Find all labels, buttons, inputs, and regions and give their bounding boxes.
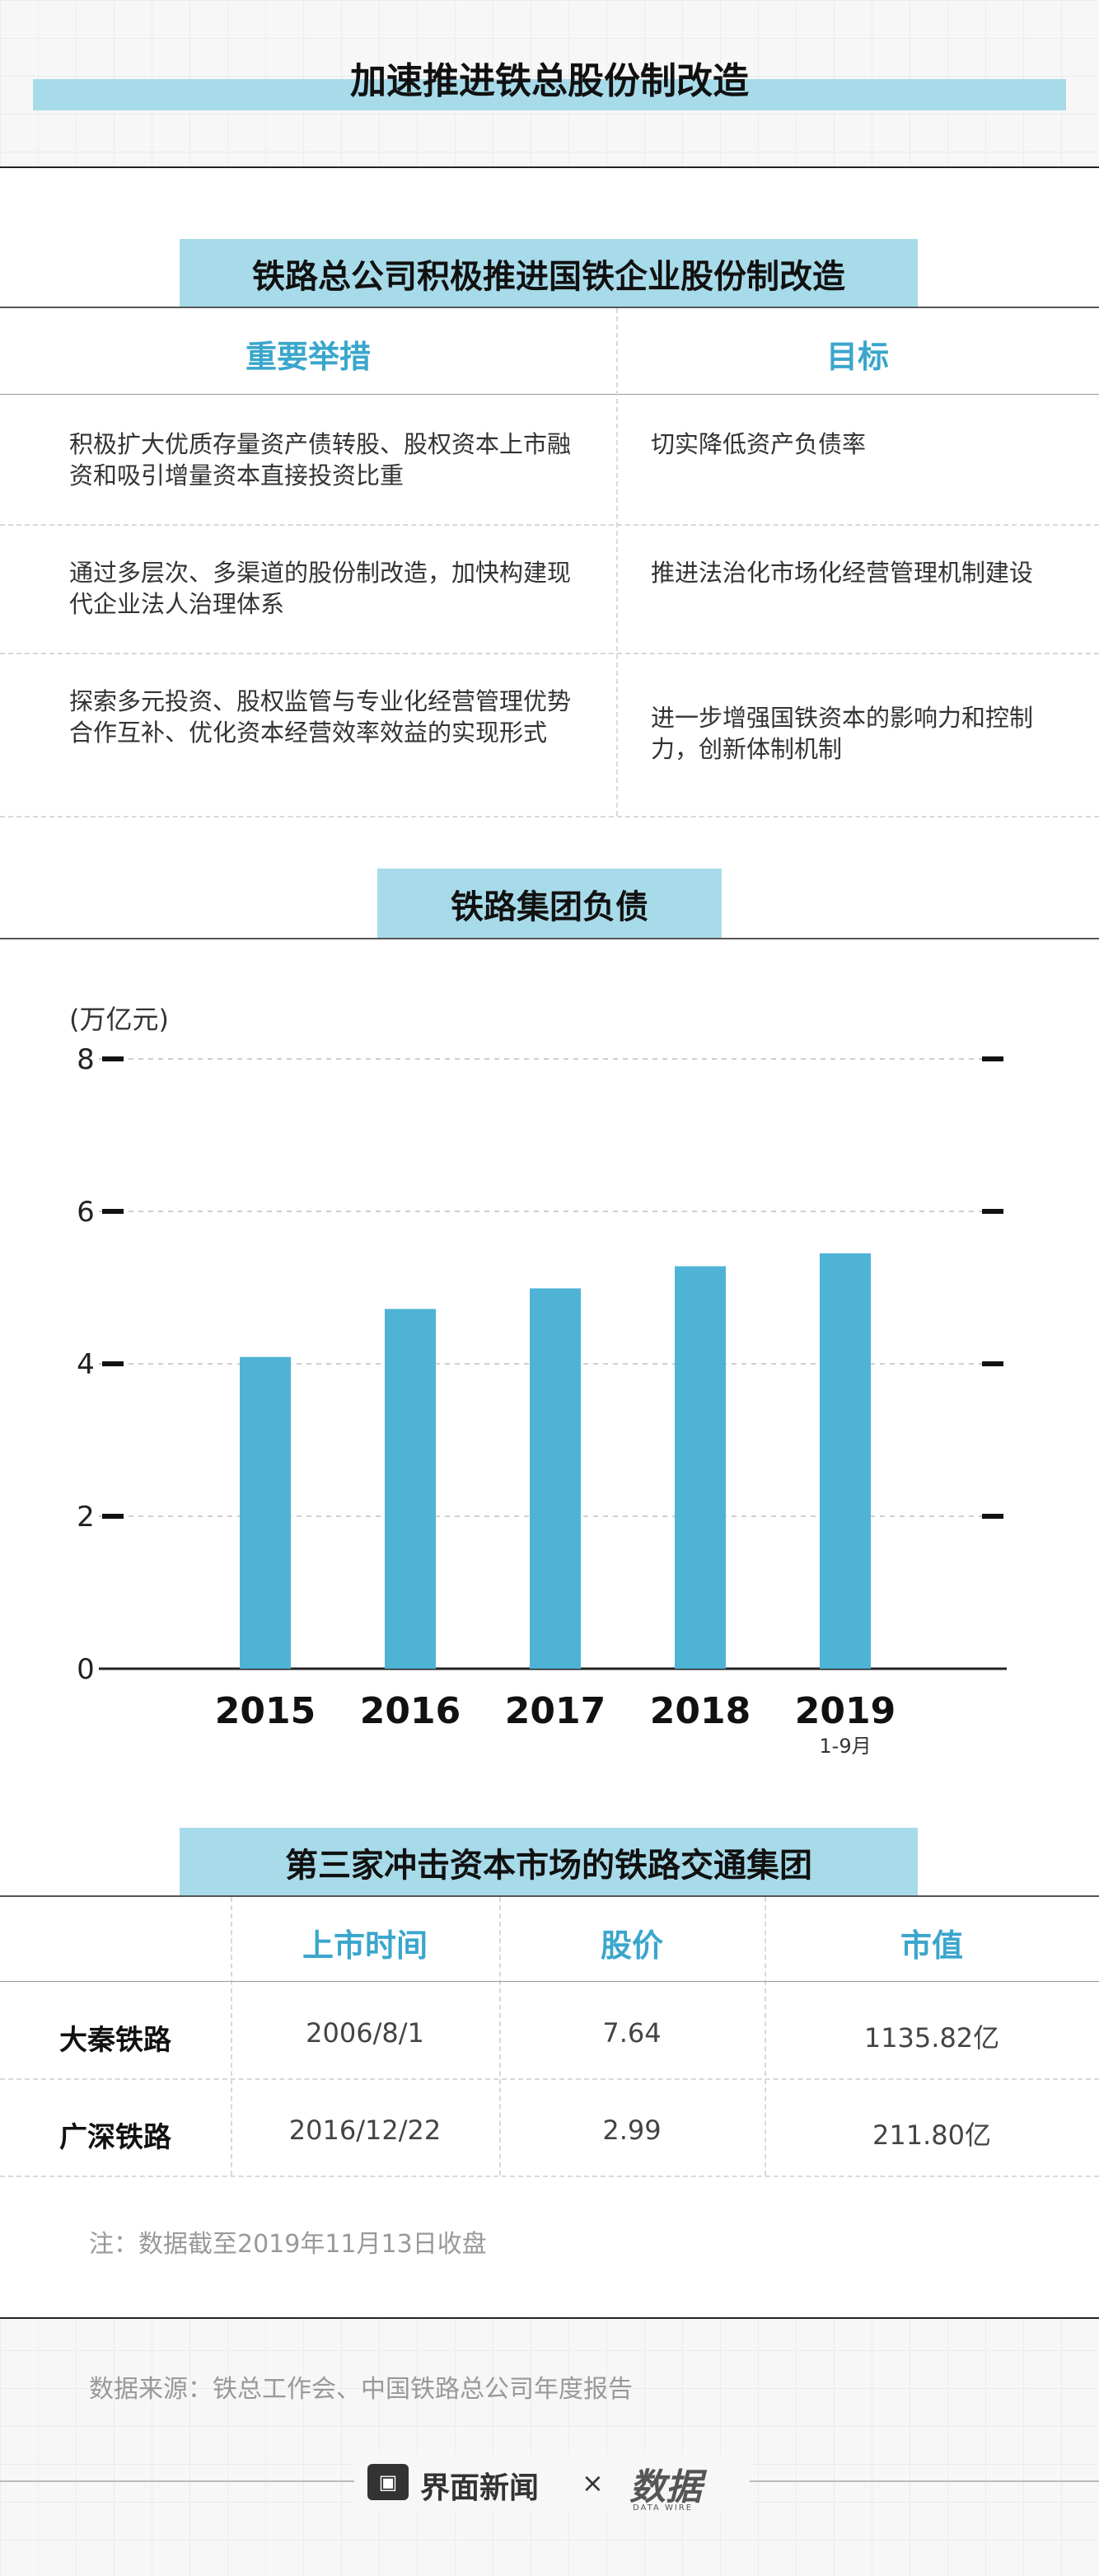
bar [820,1253,871,1669]
goal-2: 推进法治化市场化经营管理机制建设 [651,559,1034,587]
table-row-divider [0,2176,1099,2177]
bar [530,1288,581,1669]
bar [675,1266,726,1669]
row1-price: 7.64 [602,2017,662,2049]
y-axis-label: (万亿元) [69,1004,169,1035]
section2-label: 铁路集团负债 [377,869,722,939]
row-divider [0,524,1099,526]
section2-rule [0,938,1099,939]
x-tick-label: 2016 [360,1690,461,1732]
x-tick-label: 2019 [795,1690,896,1732]
top-rule [0,166,1099,168]
bar-chart: (万亿元) 0 2 4 6 8 2015 2016 2017 2018 2019 1-9月 [69,1004,1007,1758]
goal-1: 切实降低资产负债率 [651,430,867,458]
datawire-logo-text: 数据 [629,2466,702,2508]
header-goals: 目标 [825,339,889,375]
page-title: 加速推进铁总股份制改造 [350,60,749,102]
row1-cap: 1135.82亿 [863,2022,1000,2054]
title-underlay [33,79,1066,110]
row-divider [0,653,1099,654]
measure-2: 通过多层次、多渠道的股份制改造，加快构建现代企业法人治理体系 [69,559,572,618]
jiemian-logo-icon: ▣ [367,2464,409,2500]
y-tick-label: 6 [77,1196,95,1229]
header-market-cap: 市值 [900,1927,963,1964]
section1-label: 铁路总公司积极推进国铁企业股份制改造 [180,239,918,308]
header-price: 股价 [600,1927,663,1964]
row2-date: 2016/12/22 [288,2115,442,2146]
row-divider [0,816,1099,817]
row2-company: 广深铁路 [59,2121,171,2154]
section1-header-rule [0,394,1099,395]
y-tick-label: 4 [77,1348,95,1381]
bar [240,1356,291,1669]
bar [385,1309,436,1669]
table-header-rule [0,1981,1099,1982]
table-col-divider [231,1897,232,2176]
row2-price: 2.99 [602,2115,662,2146]
footer-logo-bg [354,2454,750,2512]
x-tick-label: 2018 [650,1690,751,1732]
datawire-logo-sub: DATA WIRE [633,2503,694,2513]
row1-date: 2006/8/1 [306,2017,424,2049]
table-row-divider [0,2078,1099,2080]
y-tick-label: 2 [77,1501,95,1534]
section3-rule-top [0,1895,1099,1897]
chart-bars [240,1253,871,1669]
content-panel [0,168,1099,2317]
header-listing-date: 上市时间 [302,1927,428,1964]
x-tick-sublabel: 1-9月 [819,1735,871,1758]
section3-label: 第三家冲击资本市场的铁路交通集团 [180,1828,918,1897]
measure-3: 探索多元投资、股权监管与专业化经营管理优势合作互补、优化资本经营效率效益的实现形… [69,687,572,747]
x-tick-label: 2017 [505,1690,606,1732]
y-tick-label: 8 [77,1043,95,1076]
row1-company: 大秦铁路 [59,2024,171,2057]
y-tick-label: 0 [77,1653,95,1686]
bottom-rule [0,2317,1099,2319]
measure-1: 积极扩大优质存量资产债转股、股权资本上市融资和吸引增量资本直接投资比重 [69,430,572,489]
chart-x-labels: 2015 2016 2017 2018 2019 1-9月 [215,1690,896,1758]
section1-rule-top [0,307,1099,308]
data-source: 数据来源：铁总工作会、中国铁路总公司年度报告 [89,2375,633,2404]
table-col-divider [765,1897,766,2176]
table-note: 注：数据截至2019年11月13日收盘 [89,2230,487,2259]
table-col-divider [499,1897,501,2176]
x-tick-label: 2015 [215,1690,316,1732]
footer-times: × [582,2467,604,2499]
header-measures: 重要举措 [245,339,371,375]
jiemian-logo-text: 界面新闻 [420,2471,540,2505]
section1-col-divider [616,308,618,816]
goal-3: 进一步增强国铁资本的影响力和控制力，创新体制机制 [651,704,1034,763]
row2-cap: 211.80亿 [872,2119,991,2151]
